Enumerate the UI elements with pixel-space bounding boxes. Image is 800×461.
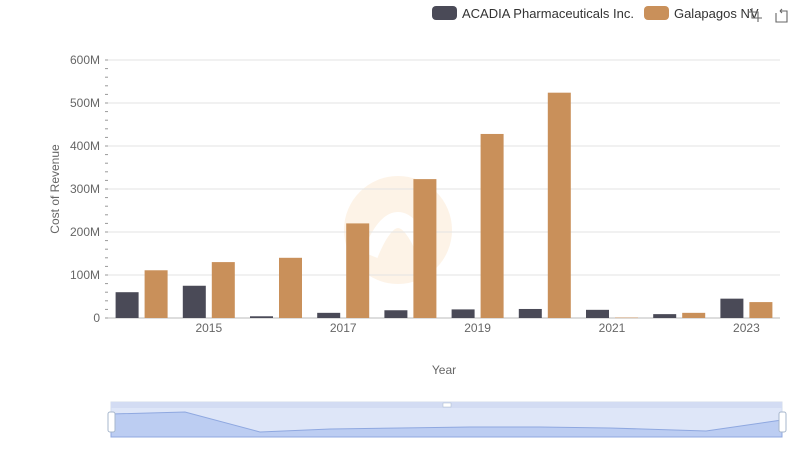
x-tick-label: 2019 bbox=[464, 321, 491, 335]
x-tick-label: 2015 bbox=[195, 321, 222, 335]
bar-galapagos-2021[interactable] bbox=[615, 317, 638, 319]
y-axis: 0 100M 200M 300M 400M 500M 600M bbox=[70, 53, 108, 325]
bars bbox=[115, 92, 773, 319]
bar-acadia-2022[interactable] bbox=[653, 314, 677, 318]
slider-handle-left[interactable] bbox=[107, 411, 116, 433]
y-tick-label: 600M bbox=[70, 53, 100, 67]
legend-swatch-galapagos bbox=[643, 6, 669, 20]
bar-acadia-2020[interactable] bbox=[518, 308, 542, 318]
bar-galapagos-2022[interactable] bbox=[682, 312, 706, 318]
y-tick-label: 500M bbox=[70, 96, 100, 110]
bar-acadia-2015[interactable] bbox=[182, 285, 206, 318]
legend-label-galapagos: Galapagos NV bbox=[673, 5, 759, 21]
x-axis-label: Year bbox=[432, 363, 456, 377]
bar-galapagos-2023[interactable] bbox=[749, 302, 773, 318]
bar-galapagos-2015[interactable] bbox=[211, 262, 235, 318]
y-tick-label: 200M bbox=[70, 225, 100, 239]
y-tick-label: 0 bbox=[93, 311, 100, 325]
x-tick-label: 2023 bbox=[733, 321, 760, 335]
bar-acadia-2016[interactable] bbox=[250, 316, 273, 318]
slider-handle-right[interactable] bbox=[778, 411, 787, 433]
slider-preview-area bbox=[110, 411, 783, 438]
x-axis: 2015 2017 2019 2021 2023 bbox=[108, 317, 780, 335]
bar-galapagos-2014[interactable] bbox=[144, 270, 168, 318]
y-tick-label: 100M bbox=[70, 268, 100, 282]
bar-acadia-2021[interactable] bbox=[586, 309, 609, 318]
bar-galapagos-2016[interactable] bbox=[279, 257, 302, 318]
y-tick-label: 300M bbox=[70, 182, 100, 196]
bar-acadia-2017[interactable] bbox=[317, 312, 341, 318]
legend-label-acadia: ACADIA Pharmaceuticals Inc. bbox=[462, 5, 634, 21]
bar-galapagos-2018[interactable] bbox=[413, 179, 437, 318]
y-tick-label: 400M bbox=[70, 139, 100, 153]
data-zoom-slider[interactable] bbox=[107, 401, 787, 438]
toolbox bbox=[747, 7, 789, 23]
legend-swatch-acadia bbox=[432, 6, 457, 20]
x-tick-label: 2017 bbox=[330, 321, 357, 335]
bar-acadia-2018[interactable] bbox=[384, 310, 408, 318]
bar-acadia-2023[interactable] bbox=[720, 298, 744, 318]
restore-icon[interactable] bbox=[773, 7, 789, 23]
bar-acadia-2019[interactable] bbox=[451, 309, 475, 318]
bar-galapagos-2020[interactable] bbox=[547, 92, 571, 319]
legend-item-acadia[interactable]: ACADIA Pharmaceuticals Inc. bbox=[432, 6, 634, 21]
y-axis-label: Cost of Revenue bbox=[48, 144, 62, 234]
slider-move-handle[interactable] bbox=[442, 402, 452, 408]
bar-acadia-2014[interactable] bbox=[115, 292, 139, 318]
bar-galapagos-2019[interactable] bbox=[480, 133, 504, 318]
bar-galapagos-2017[interactable] bbox=[346, 223, 370, 318]
legend-item-galapagos[interactable]: Galapagos NV bbox=[643, 5, 759, 21]
x-tick-label: 2021 bbox=[599, 321, 626, 335]
legend: ACADIA Pharmaceuticals Inc. Galapagos NV bbox=[432, 4, 769, 22]
zoom-icon[interactable] bbox=[747, 7, 763, 23]
grid-lines bbox=[108, 59, 780, 319]
